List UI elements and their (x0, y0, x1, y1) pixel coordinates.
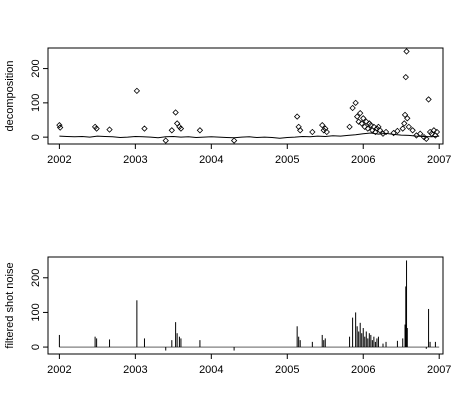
plot-frame (47, 47, 444, 145)
data-point (349, 104, 356, 112)
data-point (106, 126, 113, 133)
data-point (358, 120, 365, 127)
data-point (404, 115, 411, 122)
y-tick-label: 0 (30, 344, 42, 350)
data-point (353, 113, 361, 120)
plot-frame (47, 256, 444, 355)
x-tick-label: 2006 (351, 364, 375, 376)
y-axis-label: decomposition (4, 61, 16, 132)
data-point (357, 109, 364, 117)
data-point (373, 125, 381, 132)
data-point (168, 127, 175, 134)
data-point (93, 125, 100, 132)
x-tick-label: 2003 (123, 154, 147, 166)
data-point (403, 48, 410, 55)
data-point (319, 121, 326, 129)
data-point (230, 137, 238, 144)
data-point (297, 127, 304, 134)
x-tick-label: 2007 (427, 154, 451, 166)
x-tick-label: 2002 (47, 154, 71, 166)
data-point (320, 127, 327, 134)
y-tick-label: 200 (30, 269, 42, 287)
x-tick-label: 2005 (275, 364, 299, 376)
x-tick-label: 2003 (123, 364, 147, 376)
x-tick-label: 2005 (275, 154, 299, 166)
data-point (423, 135, 430, 143)
data-point (401, 120, 408, 127)
y-tick-label: 200 (30, 59, 42, 77)
data-point (417, 130, 424, 137)
data-point (177, 125, 185, 132)
x-tick-label: 2007 (427, 364, 451, 376)
data-point (363, 118, 370, 125)
data-point (56, 124, 64, 131)
data-point (394, 127, 401, 135)
data-point (91, 123, 99, 131)
y-tick-label: 0 (30, 134, 42, 140)
data-point (390, 129, 397, 137)
data-point (355, 118, 362, 125)
data-point (433, 128, 441, 136)
data-point (402, 73, 409, 81)
data-point (405, 123, 412, 131)
data-point (376, 127, 384, 134)
data-point (409, 127, 416, 134)
data-point (162, 137, 169, 144)
data-point (425, 96, 432, 103)
data-point (309, 128, 316, 136)
data-point (361, 123, 368, 131)
data-point (382, 128, 390, 136)
data-point (370, 123, 378, 131)
data-point (323, 128, 330, 136)
x-tick-label: 2004 (199, 364, 223, 376)
y-tick-label: 100 (30, 94, 42, 112)
data-point (56, 121, 63, 129)
data-point (367, 121, 375, 129)
x-tick-label: 2006 (351, 154, 375, 166)
data-point (430, 127, 438, 134)
data-point (141, 125, 148, 132)
x-tick-label: 2002 (47, 364, 71, 376)
y-axis-label: filtered shot noise (4, 262, 16, 348)
panel-bottom: 2002 2003 2004 2005 2006 2007 0 100 200 filtered … (4, 256, 451, 376)
panel-top: 2002 2003 2004 2005 2006 2007 0 100 200 decomposi… (4, 47, 451, 166)
data-point (360, 115, 367, 122)
data-point (196, 127, 204, 134)
x-tick-label: 2004 (199, 154, 223, 166)
data-point (293, 113, 301, 120)
data-point (172, 109, 179, 116)
data-point (399, 125, 406, 132)
data-point (346, 123, 353, 131)
data-point (352, 99, 359, 107)
y-tick-label: 100 (30, 303, 42, 321)
data-point (133, 87, 141, 95)
data-point (364, 125, 371, 132)
